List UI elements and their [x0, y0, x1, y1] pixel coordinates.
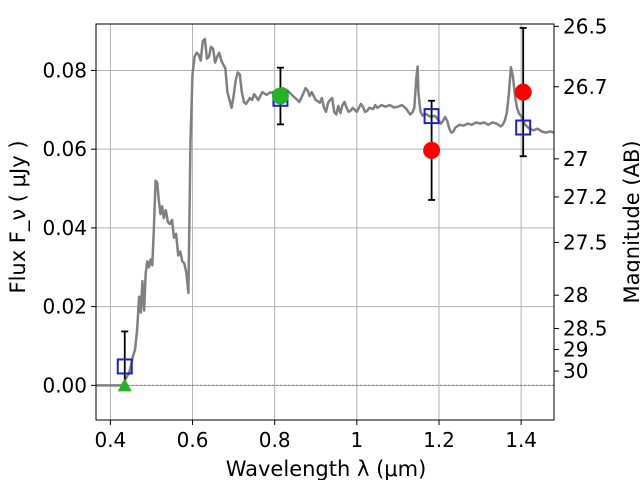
observed-flux-point: [271, 87, 289, 105]
model-flux-square: [116, 358, 133, 375]
model-sed-line: [96, 37, 555, 387]
y-tick-label: 0.02: [42, 295, 87, 319]
y-tick-label: 0.08: [42, 58, 87, 82]
magnitude-tick-label: 28: [563, 283, 588, 307]
magnitude-tick-label: 30: [563, 359, 588, 383]
magnitude-axis-label-group: Magnitude (AB): [620, 140, 640, 303]
model-sed-layer: [96, 37, 555, 387]
y-tick-label: 0.06: [42, 137, 87, 161]
magnitude-tick-label: 29: [563, 337, 588, 361]
magnitude-tick-label: 27: [563, 147, 588, 171]
markers-layer: [116, 83, 532, 392]
observed-flux-point: [423, 141, 441, 159]
magnitude-tick-label: 26.5: [563, 14, 608, 38]
magnitude-tick-label: 26.7: [563, 75, 608, 99]
x-tick-label: 0.8: [259, 428, 291, 452]
plot-frame: [95, 23, 555, 421]
model-flux-square: [515, 119, 532, 136]
y-axis-label: Flux F_ν ( μJy ): [6, 140, 31, 293]
x-tick-label: 1.4: [505, 428, 537, 452]
y-axis: 0.00 0.02 0.04 0.06 0.08: [42, 58, 96, 397]
x-tick-label: 0.4: [94, 428, 126, 452]
x-tick-label: 1.2: [423, 428, 455, 452]
magnitude-tick-label: 28.5: [563, 316, 608, 340]
errorbars-layer: [121, 27, 527, 386]
nondetection-triangle: [117, 378, 132, 392]
x-tick-label: 1: [350, 428, 363, 452]
grid: [96, 24, 554, 420]
magnitude-tick-label: 27.2: [563, 185, 608, 209]
y-tick-label: 0.04: [42, 216, 87, 240]
y-tick-label: 0.00: [42, 373, 87, 397]
x-axis-label: Wavelength λ (μm): [226, 457, 427, 480]
magnitude-axis-label: Magnitude (AB): [620, 140, 640, 303]
model-flux-square: [423, 108, 440, 125]
observed-flux-point: [514, 83, 532, 101]
magnitude-tick-label: 27.5: [563, 230, 608, 254]
x-tick-label: 0.6: [177, 428, 209, 452]
y-axis-label-group: Flux F_ν ( μJy ): [6, 140, 31, 293]
x-axis: 0.4 0.6 0.8 1 1.2 1.4: [94, 420, 537, 452]
